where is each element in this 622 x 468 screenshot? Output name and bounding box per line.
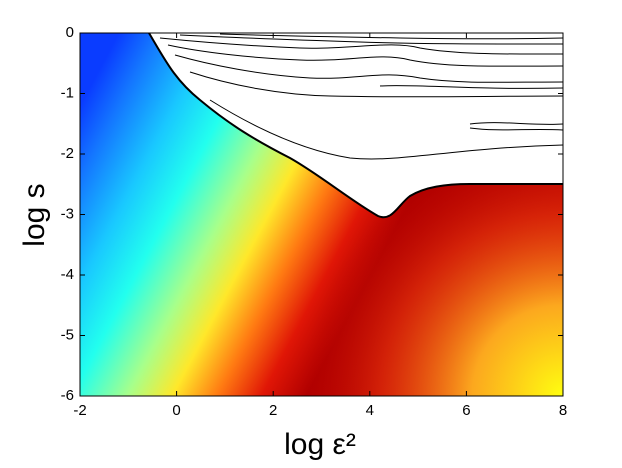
x-tick-label: 6 [462, 402, 470, 419]
contour-line [469, 127, 564, 131]
contour-lines [148, 32, 564, 219]
y-tick-label: 0 [66, 24, 74, 41]
contour-line [159, 37, 564, 55]
contour-line [174, 54, 564, 83]
x-tick-label: -2 [73, 402, 86, 419]
y-tick-label: -2 [61, 145, 74, 162]
contour-line [209, 99, 564, 160]
contour-line [189, 71, 564, 98]
y-tick-label: -1 [61, 84, 74, 101]
contour-field [80, 33, 563, 396]
contour-line [469, 122, 564, 125]
contour-line [219, 33, 564, 40]
y-tick-label: -3 [61, 205, 74, 222]
x-tick-label: 2 [269, 402, 277, 419]
contour-line [179, 34, 564, 45]
contour-line [379, 85, 564, 89]
y-tick-label: -4 [61, 266, 74, 283]
x-tick-label: 0 [172, 402, 180, 419]
x-axis-label: log ε² [284, 428, 356, 461]
y-axis-label: log s [18, 183, 51, 246]
y-tick-label: -6 [61, 387, 74, 404]
x-tick-label: 4 [366, 402, 374, 419]
contour-line [167, 44, 564, 67]
x-tick-label: 8 [559, 402, 567, 419]
contour-line [148, 32, 563, 219]
y-tick-label: -5 [61, 326, 74, 343]
